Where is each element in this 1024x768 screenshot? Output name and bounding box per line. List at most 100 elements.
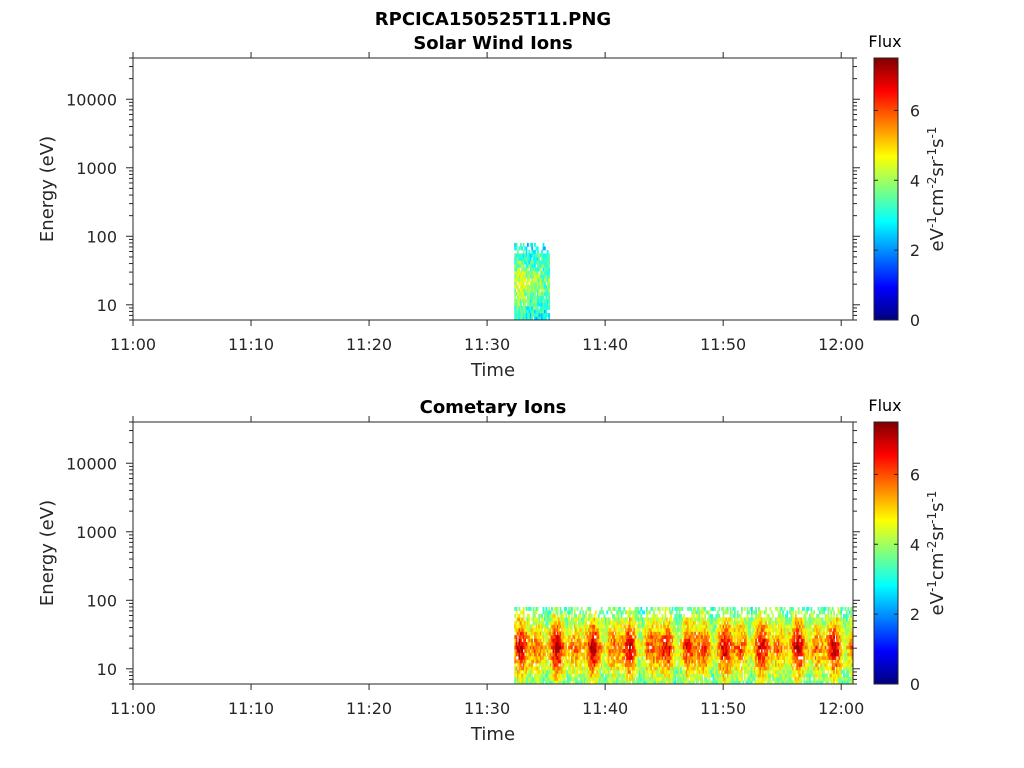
spectrogram-cell	[600, 662, 603, 667]
spectrogram-cell	[674, 680, 677, 685]
spectrogram-cell	[784, 631, 787, 636]
spectrogram-cell	[529, 641, 532, 646]
spectrogram-cell	[729, 673, 732, 678]
spectrogram-cell	[527, 662, 529, 667]
spectrogram-cell	[553, 645, 556, 650]
spectrogram-cell	[529, 281, 532, 286]
spectrogram-cell	[736, 666, 739, 671]
spectrogram-cell	[685, 676, 688, 681]
spectrogram-cell	[830, 638, 833, 643]
figure-title: RPCICA150525T11.PNG	[375, 9, 611, 30]
spectrogram-cell	[539, 274, 542, 279]
spectrogram-cell	[536, 631, 539, 636]
spectrogram-cell	[582, 624, 585, 629]
spectrogram-cell	[721, 624, 723, 629]
spectrogram-cell	[826, 676, 828, 681]
spectrogram-cell	[663, 641, 665, 646]
spectrogram-cell	[773, 634, 776, 639]
spectrogram-cell	[811, 666, 814, 671]
spectrogram-cell	[742, 617, 745, 622]
spectrogram-cell	[569, 610, 572, 615]
spectrogram-cell	[620, 624, 623, 629]
spectrogram-cell	[833, 641, 835, 646]
spectrogram-cell	[796, 617, 799, 622]
spectrogram-cell	[606, 645, 609, 650]
spectrogram-cell	[674, 669, 677, 674]
spectrogram-cell	[637, 666, 640, 671]
spectrogram-cell	[565, 617, 568, 622]
spectrogram-cell	[681, 606, 684, 611]
spectrogram-cell	[684, 662, 687, 667]
spectrogram-cell	[663, 659, 665, 664]
spectrogram-cell	[762, 673, 765, 678]
spectrogram-cell	[647, 676, 650, 681]
spectrogram-cell	[736, 673, 739, 678]
spectrogram-cell	[698, 662, 701, 667]
spectrogram-cell	[793, 624, 796, 629]
spectrogram-cell	[558, 627, 560, 632]
spectrogram-cell	[542, 284, 545, 289]
spectrogram-cell	[582, 627, 585, 632]
spectrogram-cell	[831, 652, 834, 657]
spectrogram-cell	[590, 634, 593, 639]
spectrogram-cell	[725, 645, 728, 650]
spectrogram-cell	[609, 662, 612, 667]
spectrogram-cell	[616, 659, 619, 664]
spectrogram-cell	[705, 673, 708, 678]
spectrogram-cell	[783, 617, 786, 622]
spectrogram-cell	[809, 673, 811, 678]
spectrogram-cell	[527, 613, 529, 618]
spectrogram-cell	[641, 624, 644, 629]
spectrogram-cell	[565, 659, 568, 664]
spectrogram-cell	[543, 267, 546, 272]
spectrogram-cell	[801, 624, 804, 629]
spectrogram-cell	[735, 652, 738, 657]
spectrogram-cell	[784, 627, 787, 632]
spectrogram-cell	[767, 627, 770, 632]
spectrogram-cell	[793, 645, 796, 650]
spectrogram-cell	[579, 659, 582, 664]
spectrogram-cell	[539, 267, 542, 272]
spectrogram-cell	[784, 613, 787, 618]
spectrogram-cell	[796, 655, 799, 660]
spectrogram-cell	[613, 627, 616, 632]
spectrogram-cell	[561, 627, 563, 632]
spectrogram-cell	[600, 638, 603, 643]
spectrogram-cell	[545, 659, 548, 664]
spectrogram-cell	[800, 638, 803, 643]
spectrogram-cell	[718, 606, 721, 611]
spectrogram-cell	[765, 662, 767, 667]
spectrogram-cell	[752, 620, 755, 625]
spectrogram-cell	[573, 669, 576, 674]
spectrogram-cell	[786, 620, 789, 625]
spectrogram-cell	[749, 638, 752, 643]
spectrogram-cell	[631, 638, 634, 643]
spectrogram-cell	[644, 676, 647, 681]
spectrogram-cell	[758, 666, 760, 671]
spectrogram-cell	[753, 641, 756, 646]
spectrogram-cell	[664, 641, 667, 646]
spectrogram-cell	[810, 641, 813, 646]
spectrogram-cell	[742, 645, 745, 650]
spectrogram-cell	[724, 624, 726, 629]
spectrogram-cell	[552, 680, 555, 685]
spectrogram-cell	[677, 659, 680, 664]
spectrogram-cell	[668, 673, 671, 678]
spectrogram-cell	[820, 606, 823, 611]
spectrogram-cell	[661, 676, 664, 681]
spectrogram-cell	[721, 620, 723, 625]
spectrogram-cell	[531, 242, 534, 247]
spectrogram-cell	[704, 627, 706, 632]
spectrogram-cell	[684, 624, 687, 629]
spectrogram-cell	[807, 624, 810, 629]
spectrogram-cell	[766, 676, 769, 681]
spectrogram-cell	[738, 627, 741, 632]
spectrogram-cell	[692, 634, 695, 639]
spectrogram-cell	[680, 655, 682, 660]
spectrogram-cell	[702, 624, 705, 629]
spectrogram-cell	[750, 606, 753, 611]
spectrogram-cell	[835, 652, 838, 657]
spectrogram-cell	[806, 606, 809, 611]
spectrogram-cell	[831, 648, 834, 653]
spectrogram-cell	[620, 613, 623, 618]
